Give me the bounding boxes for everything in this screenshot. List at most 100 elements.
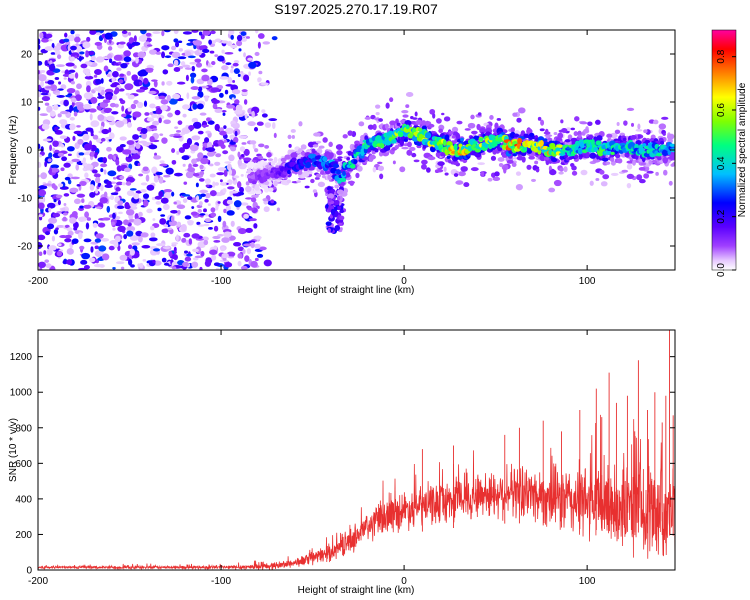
noise-blob: [57, 183, 64, 188]
noise-blob: [171, 242, 179, 245]
noise-blob: [95, 78, 102, 85]
noise-blob: [63, 38, 70, 43]
noise-blob: [239, 146, 246, 152]
noise-blob: [364, 116, 372, 120]
noise-blob: [354, 140, 361, 145]
noise-blob: [129, 248, 135, 256]
noise-blob: [337, 156, 343, 159]
noise-blob: [81, 198, 85, 203]
noise-blob: [444, 172, 449, 176]
noise-blob: [112, 267, 116, 270]
noise-blob: [161, 137, 168, 144]
noise-blob: [251, 110, 255, 118]
noise-blob: [206, 147, 216, 152]
noise-blob: [119, 175, 125, 180]
noise-blob: [148, 49, 158, 55]
noise-blob: [197, 152, 204, 160]
noise-blob: [135, 190, 142, 194]
noise-blob: [160, 214, 166, 217]
signal-blob: [460, 137, 464, 142]
noise-blob: [175, 234, 179, 242]
noise-blob: [236, 34, 243, 42]
noise-blob: [138, 173, 144, 177]
noise-blob: [253, 127, 259, 132]
noise-blob: [153, 80, 158, 88]
noise-blob: [498, 162, 504, 167]
signal-blob: [314, 155, 322, 160]
noise-blob: [106, 146, 112, 152]
noise-blob: [199, 213, 206, 216]
noise-blob: [103, 108, 112, 114]
signal-blob: [268, 187, 274, 192]
noise-blob: [337, 196, 341, 201]
noise-blob: [89, 113, 93, 121]
noise-blob: [62, 260, 68, 265]
noise-blob: [233, 175, 240, 179]
noise-blob: [55, 194, 63, 199]
noise-blob: [148, 90, 157, 95]
noise-blob: [203, 239, 209, 246]
signal-blob: [402, 114, 409, 118]
signal-blob: [628, 142, 636, 147]
signal-blob: [421, 120, 427, 126]
noise-blob: [61, 207, 66, 213]
noise-blob: [200, 193, 206, 197]
y-tick-label: 1200: [10, 352, 33, 363]
noise-blob: [167, 63, 174, 68]
noise-blob: [133, 99, 139, 105]
noise-blob: [579, 121, 588, 125]
noise-blob: [327, 197, 332, 202]
noise-blob: [189, 72, 197, 78]
noise-blob: [82, 68, 91, 75]
noise-blob: [152, 127, 158, 131]
noise-blob: [330, 208, 336, 216]
noise-blob: [263, 206, 270, 213]
noise-blob: [224, 52, 234, 55]
noise-blob: [133, 35, 137, 43]
noise-blob: [182, 104, 191, 110]
noise-blob: [434, 169, 440, 174]
noise-blob: [163, 119, 171, 125]
noise-blob: [198, 178, 205, 182]
noise-blob: [61, 156, 68, 162]
noise-blob: [146, 184, 155, 191]
noise-blob: [82, 133, 90, 141]
noise-blob: [173, 30, 179, 35]
signal-blob: [334, 184, 340, 189]
noise-blob: [214, 108, 223, 114]
signal-blob: [583, 128, 590, 134]
noise-blob: [219, 259, 229, 263]
signal-blob: [409, 131, 414, 137]
noise-blob: [238, 48, 242, 52]
noise-blob: [207, 203, 211, 207]
noise-blob: [342, 134, 348, 139]
noise-blob: [51, 183, 56, 189]
y-tick-label: 0: [26, 566, 32, 577]
signal-blob: [245, 185, 252, 193]
noise-blob: [637, 123, 641, 130]
noise-blob: [140, 232, 149, 238]
noise-blob: [221, 65, 229, 71]
noise-blob: [339, 209, 345, 214]
noise-blob: [212, 235, 221, 240]
noise-blob: [84, 172, 89, 179]
noise-blob: [135, 88, 145, 93]
noise-blob: [217, 139, 225, 147]
signal-blob: [320, 170, 325, 175]
noise-blob: [67, 179, 72, 185]
noise-blob: [214, 123, 220, 131]
noise-blob: [52, 45, 62, 51]
noise-blob: [115, 261, 125, 265]
signal-blob: [484, 143, 489, 149]
signal-blob: [655, 152, 663, 157]
noise-blob: [441, 112, 445, 116]
noise-blob: [199, 112, 207, 116]
noise-blob: [315, 140, 322, 144]
signal-blob: [528, 156, 536, 160]
noise-blob: [190, 86, 199, 91]
noise-blob: [227, 77, 233, 85]
noise-blob: [191, 117, 199, 123]
noise-blob: [121, 30, 128, 35]
